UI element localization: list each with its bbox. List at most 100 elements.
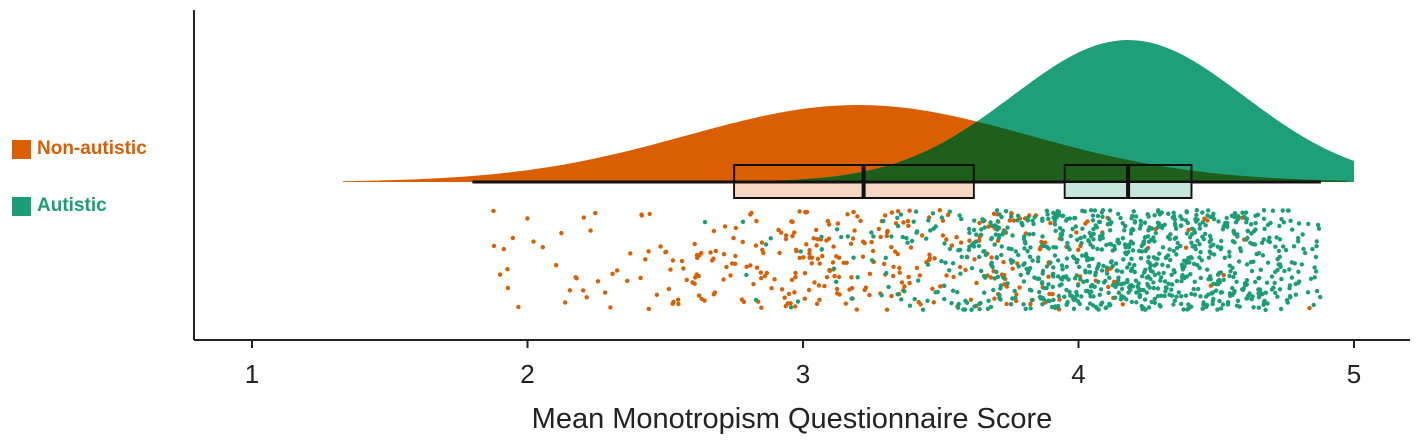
point-autistic [994,208,1000,213]
point-autistic [1002,229,1008,234]
point-autistic [1085,288,1091,294]
point-autistic [1142,297,1148,302]
point-autistic [1308,276,1314,281]
point-autistic [1210,301,1215,307]
point-non-autistic [1120,302,1126,307]
point-non-autistic [1047,291,1052,297]
point-non-autistic [1043,240,1048,245]
point-autistic [795,299,801,304]
point-non-autistic [863,285,869,290]
point-autistic [981,219,986,224]
point-autistic [1227,263,1233,268]
point-autistic [1225,300,1231,305]
point-autistic [1108,208,1113,213]
point-autistic [1070,226,1075,232]
point-autistic [1078,235,1083,241]
point-non-autistic [759,240,765,245]
point-autistic [1008,302,1014,307]
point-non-autistic [554,263,559,268]
point-non-autistic [783,233,789,238]
point-autistic [1170,282,1175,287]
point-autistic [1220,227,1226,232]
point-autistic [1025,249,1030,254]
point-autistic [1140,307,1145,312]
point-autistic [1133,278,1139,283]
point-autistic [1104,271,1110,276]
point-autistic [1167,236,1173,242]
point-autistic [1232,271,1238,276]
point-non-autistic [748,263,753,268]
point-autistic [1272,280,1277,286]
point-non-autistic [977,220,982,226]
point-autistic [1174,245,1180,251]
point-non-autistic [919,233,925,238]
point-autistic [1118,215,1123,221]
point-non-autistic [931,300,936,305]
point-autistic [1257,287,1263,292]
point-autistic [1013,295,1018,301]
point-autistic [899,297,904,302]
point-autistic [983,252,988,258]
point-non-autistic [968,297,974,302]
point-autistic [1128,268,1134,273]
point-non-autistic [505,285,511,291]
point-autistic [1152,272,1158,278]
point-autistic [1285,300,1290,305]
point-autistic [1210,298,1216,303]
point-autistic [1152,213,1157,218]
point-autistic [1179,278,1184,284]
point-non-autistic [581,215,586,220]
point-autistic [855,275,860,280]
point-autistic [1037,289,1042,295]
point-autistic [1165,253,1171,258]
point-autistic [1234,279,1239,284]
point-autistic [1160,245,1166,250]
point-autistic [1215,307,1220,312]
point-autistic [1036,276,1042,281]
legend-label-autistic: Autistic [37,195,107,216]
point-non-autistic [1106,284,1111,290]
point-autistic [1107,275,1112,280]
point-autistic [916,278,921,283]
point-autistic [1270,208,1276,213]
point-autistic [1256,295,1262,300]
point-autistic [990,223,995,229]
point-autistic [1281,220,1287,225]
point-autistic [1269,274,1275,279]
point-non-autistic [908,245,914,250]
point-non-autistic [807,248,812,253]
point-autistic [1207,233,1213,239]
point-autistic [955,305,961,310]
point-autistic [983,275,988,280]
point-autistic [1275,294,1280,299]
point-autistic [1293,292,1299,297]
point-autistic [1031,221,1036,227]
point-non-autistic [836,274,842,280]
point-autistic [1041,243,1047,249]
point-autistic [1283,247,1289,253]
point-autistic [1296,239,1301,244]
point-autistic [1189,226,1195,231]
point-autistic [1100,214,1105,219]
point-non-autistic [809,261,814,266]
point-autistic [995,227,1000,232]
point-non-autistic [690,280,695,285]
point-non-autistic [801,255,806,260]
point-autistic [1205,267,1210,272]
point-non-autistic [1221,272,1226,278]
point-non-autistic [804,209,810,215]
point-autistic [972,304,977,309]
point-non-autistic [817,261,822,266]
point-autistic [895,223,901,229]
point-autistic [1235,217,1240,223]
point-autistic [1001,275,1006,280]
point-autistic [1129,256,1134,261]
point-autistic [1194,212,1199,218]
point-autistic [1029,298,1035,303]
point-non-autistic [858,218,863,223]
point-autistic [1158,304,1163,309]
point-autistic [1261,237,1267,242]
point-non-autistic [940,233,946,238]
point-non-autistic [850,236,856,241]
point-autistic [1178,223,1184,229]
